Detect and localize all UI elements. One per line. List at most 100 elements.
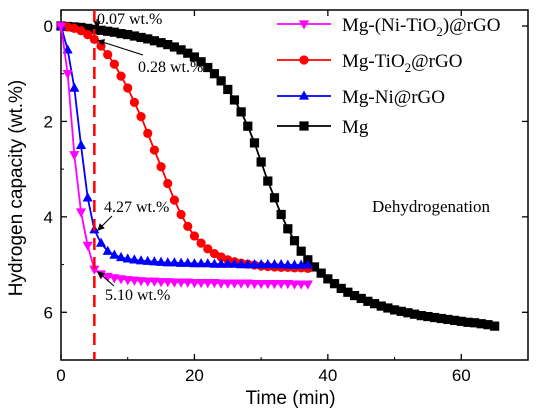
data-point: [229, 95, 240, 105]
data-point: [209, 258, 220, 268]
data-point: [463, 317, 473, 327]
data-point: [136, 32, 146, 43]
x-tick-label: 40: [318, 366, 337, 385]
legend-label: Mg-Ni@rGO: [342, 87, 445, 108]
data-point: [109, 59, 119, 69]
x-axis-title: Time (min): [245, 388, 335, 409]
data-point: [183, 221, 193, 231]
data-point: [249, 138, 260, 148]
data-point: [96, 25, 106, 35]
data-point: [103, 50, 113, 60]
data-point: [122, 253, 133, 263]
data-point: [276, 279, 287, 290]
data-point: [196, 279, 207, 289]
data-point: [156, 278, 167, 288]
data-point: [103, 26, 113, 36]
data-point: [203, 62, 213, 73]
legend-label: Mg-TiO2@rGO: [342, 51, 462, 75]
arrowhead-icon: [97, 39, 106, 46]
data-point: [289, 280, 300, 290]
data-point: [196, 258, 207, 268]
series-Mg-Ni@rGO: [55, 20, 313, 269]
data-point: [316, 268, 326, 278]
data-point: [389, 305, 400, 315]
data-point: [476, 319, 486, 329]
data-point: [189, 52, 200, 62]
data-point: [102, 245, 113, 255]
data-point: [142, 255, 153, 265]
data-point: [369, 299, 380, 309]
data-point: [176, 209, 186, 220]
legend-marker: [299, 55, 309, 65]
data-point: [289, 259, 300, 269]
legend-marker: [298, 90, 310, 100]
data-point: [216, 76, 226, 86]
arrowhead-icon: [93, 21, 101, 29]
data-point: [323, 274, 333, 284]
legend-entry: Mg-TiO2@rGO: [277, 51, 462, 75]
legend-label: Mg: [342, 117, 369, 138]
data-point: [176, 257, 187, 267]
data-point: [123, 29, 133, 40]
data-point: [283, 224, 293, 234]
data-point: [75, 208, 87, 218]
data-point: [142, 277, 153, 287]
data-point: [149, 145, 159, 155]
data-point: [376, 301, 386, 311]
data-point: [302, 280, 313, 290]
data-point: [89, 265, 100, 275]
x-tick-label: 0: [56, 366, 65, 385]
data-point: [223, 84, 233, 95]
annotation-arrow: [97, 39, 144, 56]
data-point: [76, 26, 86, 36]
data-point: [136, 112, 146, 122]
data-point: [249, 279, 260, 290]
data-point: [135, 277, 147, 287]
data-point: [189, 231, 200, 241]
data-point: [363, 296, 373, 306]
legend-entry: Mg-(Ni-TiO2)@rGO: [277, 15, 500, 39]
data-point: [296, 280, 307, 290]
data-point: [229, 258, 240, 268]
data-point: [216, 258, 227, 268]
data-point: [450, 315, 460, 325]
data-point: [349, 290, 360, 301]
data-point: [116, 71, 126, 81]
data-point: [229, 279, 240, 289]
data-point: [436, 313, 446, 324]
data-point: [236, 259, 247, 269]
data-point: [216, 279, 227, 289]
legend: Mg-(Ni-TiO2)@rGO Mg-TiO2@rGO Mg-Ni@rGO Mg: [277, 15, 500, 138]
data-point: [329, 279, 340, 289]
annotation-label: 4.27 wt.%: [104, 199, 169, 216]
data-point: [209, 69, 220, 79]
legend-entry: Mg-Ni@rGO: [277, 87, 445, 108]
data-point: [282, 279, 293, 290]
data-point: [209, 279, 220, 289]
data-point: [129, 254, 140, 264]
data-point: [403, 308, 413, 318]
axes: 0 20 40 60 0 2 4 6 Time (min) Hydrogen capacity (…: [6, 9, 529, 409]
data-point: [69, 82, 80, 92]
data-point: [343, 287, 353, 297]
data-point: [156, 162, 166, 172]
data-point: [129, 276, 140, 286]
data-point: [55, 22, 67, 32]
arrowhead-icon: [97, 223, 105, 231]
data-point: [83, 23, 93, 33]
data-point: [269, 279, 280, 290]
data-point: [236, 279, 247, 289]
data-point: [242, 279, 253, 289]
annotation-label: 5.10 wt.%: [105, 287, 170, 304]
data-point: [149, 256, 160, 266]
data-point: [162, 257, 173, 267]
data-point: [182, 278, 193, 288]
data-point: [249, 259, 260, 269]
data-point: [256, 259, 267, 269]
data-point: [269, 193, 280, 203]
data-point: [69, 151, 80, 161]
data-point: [82, 192, 93, 202]
annotations: 0.07 wt.% 0.28 wt.% 4.27 wt.% 5.10 wt.%: [93, 10, 203, 360]
y-tick-label: 4: [44, 208, 53, 227]
data-point: [356, 293, 366, 304]
